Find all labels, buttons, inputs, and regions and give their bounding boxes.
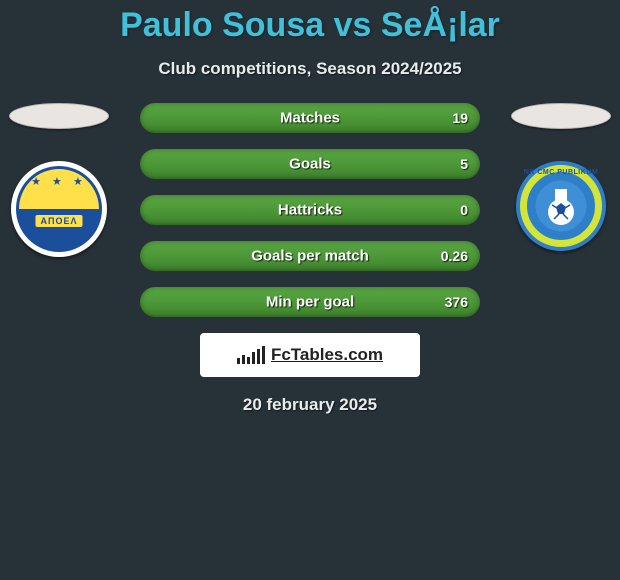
right-side-column: NK CMC PUBLIKUM <box>506 103 616 251</box>
stat-row: Hattricks 0 <box>140 195 480 225</box>
apoel-stars-icon: ★ ★ ★ <box>19 175 99 188</box>
apoel-banner-label: ΑΠΟΕΛ <box>35 215 82 227</box>
subtitle: Club competitions, Season 2024/2025 <box>0 59 620 79</box>
content-area: ★ ★ ★ ΑΠΟΕΛ NK CMC PUBLIKUM <box>0 103 620 415</box>
cmc-top-label: NK CMC PUBLIKUM <box>524 169 598 176</box>
right-club-badge: NK CMC PUBLIKUM <box>516 161 606 251</box>
brand-chart-icon <box>237 346 265 364</box>
stat-label: Matches <box>280 110 340 127</box>
brand-link[interactable]: FcTables.com <box>200 333 420 377</box>
stat-value-right: 19 <box>452 110 468 126</box>
right-player-avatar <box>511 103 611 129</box>
left-club-badge: ★ ★ ★ ΑΠΟΕΛ <box>11 161 107 257</box>
stat-label: Min per goal <box>266 294 354 311</box>
stat-label: Hattricks <box>278 202 342 219</box>
left-side-column: ★ ★ ★ ΑΠΟΕΛ <box>4 103 114 257</box>
stat-value-right: 5 <box>460 156 468 172</box>
stat-row: Goals per match 0.26 <box>140 241 480 271</box>
stat-row: Goals 5 <box>140 149 480 179</box>
stat-row: Min per goal 376 <box>140 287 480 317</box>
football-castle-icon <box>538 183 584 229</box>
brand-bar-segment <box>237 358 240 364</box>
brand-bar-segment <box>257 349 260 364</box>
stat-value-right: 0 <box>460 202 468 218</box>
apoel-badge-icon: ★ ★ ★ ΑΠΟΕΛ <box>16 166 102 252</box>
stat-value-right: 0.26 <box>441 248 468 264</box>
left-player-avatar <box>9 103 109 129</box>
page-title: Paulo Sousa vs SeÅ¡lar <box>0 0 620 45</box>
cmc-inner-icon <box>531 176 591 236</box>
stat-row: Matches 19 <box>140 103 480 133</box>
stat-value-right: 376 <box>445 294 468 310</box>
brand-label: FcTables.com <box>271 345 383 365</box>
brand-bar-segment <box>262 346 265 364</box>
stat-label: Goals per match <box>251 248 369 265</box>
brand-bar-segment <box>242 355 245 364</box>
brand-bar-segment <box>252 352 255 364</box>
brand-bar-segment <box>247 357 250 364</box>
stat-label: Goals <box>289 156 331 173</box>
date-label: 20 february 2025 <box>0 395 620 415</box>
stats-list: Matches 19 Goals 5 Hattricks 0 Goals per match… <box>140 103 480 317</box>
